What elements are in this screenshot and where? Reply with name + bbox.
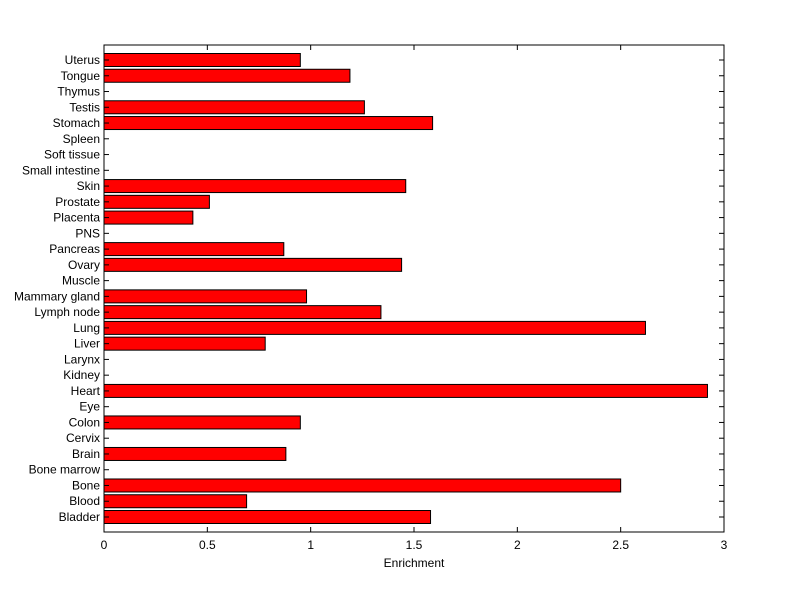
bar-lung (103, 320, 646, 335)
x-tick-label: 0.5 (199, 538, 216, 552)
x-tick-group: 0 0.5 1 1.5 2 2.5 3 (101, 45, 728, 552)
y-tick-label: Skin (77, 179, 100, 193)
y-tick-label: Brain (72, 447, 100, 461)
bar-blood (103, 494, 248, 509)
y-tick-label: Spleen (63, 132, 100, 146)
y-tick-label: Kidney (63, 368, 100, 382)
x-tick-label: 0 (101, 538, 108, 552)
x-axis-label: Enrichment (384, 556, 445, 570)
bar-colon (103, 415, 301, 430)
y-tick-label: Muscle (62, 274, 100, 288)
bar-prostate (103, 194, 210, 209)
y-tick-label: Liver (74, 337, 100, 351)
y-tick-label: PNS (75, 226, 100, 240)
y-tick-label: Bladder (59, 510, 100, 524)
y-tick-label: Soft tissue (44, 148, 100, 162)
y-tick-label: Prostate (55, 195, 100, 209)
bar-brain (103, 446, 287, 461)
bar-pancreas (103, 242, 285, 257)
y-tick-label: Thymus (57, 85, 100, 99)
y-tick-label: Stomach (53, 116, 100, 130)
x-tick-label: 2.5 (612, 538, 629, 552)
y-tick-label: Testis (69, 100, 100, 114)
y-tick-label: Ovary (68, 258, 100, 272)
y-tick-label: Tongue (61, 69, 101, 83)
bar-stomach (103, 116, 434, 131)
y-tick-label: Colon (69, 415, 100, 429)
y-tick-label: Placenta (53, 211, 100, 225)
bar-skin (103, 179, 407, 194)
y-tick-label: Mammary gland (14, 289, 100, 303)
bar-uterus (103, 53, 301, 67)
y-tick-label: Uterus (65, 53, 100, 67)
y-tick-label: Eye (79, 400, 100, 414)
y-tick-label: Small intestine (22, 163, 100, 177)
bar-bladder (103, 510, 432, 524)
y-tick-label: Larynx (64, 352, 100, 366)
x-tick-label: 2 (514, 538, 521, 552)
bar-ovary (103, 257, 403, 272)
bar-mammary-gland (103, 289, 308, 304)
y-tick-label: Lymph node (34, 305, 100, 319)
y-tick-label: Lung (73, 321, 100, 335)
x-tick-label: 1.5 (406, 538, 423, 552)
bar-placenta (103, 210, 194, 225)
bar-liver (103, 336, 266, 351)
bar-tongue (103, 68, 351, 83)
bar-lymph-node (103, 305, 382, 320)
bar-heart (103, 383, 708, 398)
x-tick-label: 3 (721, 538, 728, 552)
y-tick-label: Cervix (66, 431, 100, 445)
y-tick-label: Blood (69, 494, 100, 508)
bar-bone (103, 478, 622, 493)
bar-testis (103, 100, 365, 115)
y-tick-label: Heart (71, 384, 101, 398)
y-tick-label: Bone (72, 478, 100, 492)
y-tick-label: Pancreas (49, 242, 100, 256)
y-tick-label: Bone marrow (29, 463, 101, 477)
x-tick-label: 1 (307, 538, 314, 552)
